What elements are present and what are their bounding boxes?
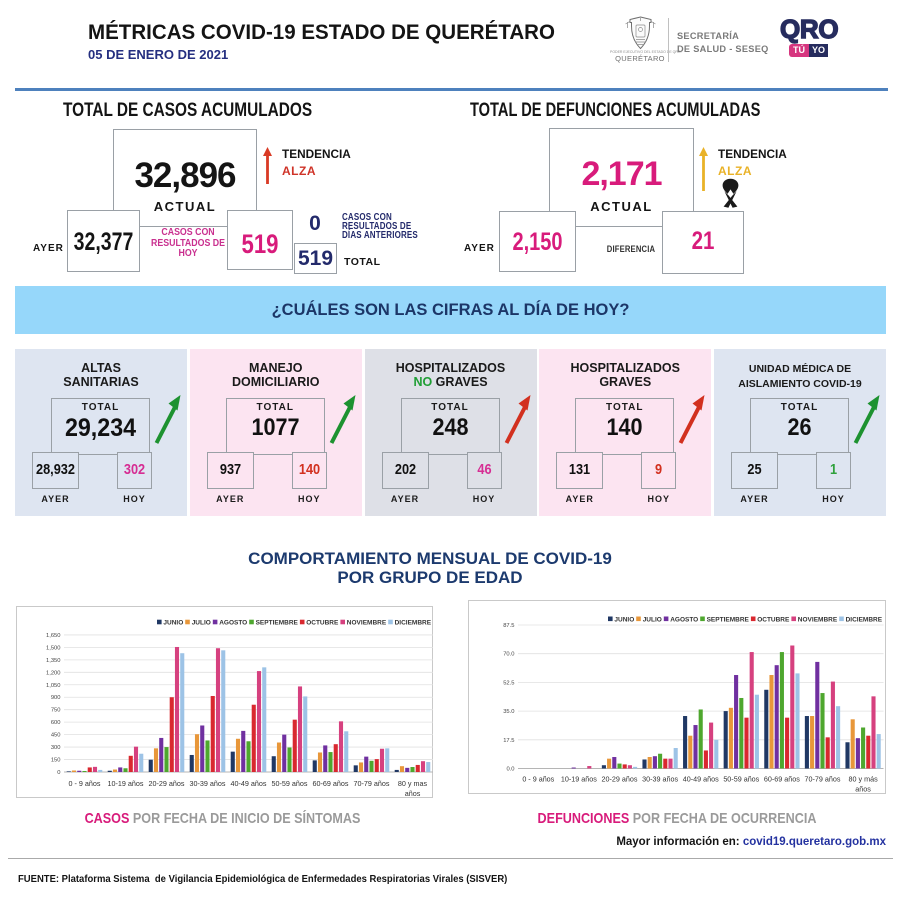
svg-text:años: años [855, 785, 871, 794]
svg-text:35.0: 35.0 [503, 709, 514, 715]
svg-text:0 - 9 años: 0 - 9 años [522, 775, 554, 784]
svg-text:SEPTIEMBRE: SEPTIEMBRE [707, 616, 750, 623]
svg-text:87.5: 87.5 [503, 623, 514, 629]
svg-text:OCTUBRE: OCTUBRE [757, 616, 790, 623]
svg-text:17.5: 17.5 [503, 738, 514, 744]
svg-text:50-59 años: 50-59 años [272, 779, 308, 788]
svg-text:1,500: 1,500 [46, 645, 61, 651]
svg-text:30-39 años: 30-39 años [190, 779, 226, 788]
svg-text:0: 0 [57, 770, 60, 776]
svg-text:NOVIEMBRE: NOVIEMBRE [347, 620, 387, 627]
svg-text:1,050: 1,050 [46, 683, 61, 689]
svg-text:10-19 años: 10-19 años [561, 775, 597, 784]
svg-text:OCTUBRE: OCTUBRE [306, 620, 339, 627]
svg-text:JUNIO: JUNIO [163, 620, 183, 627]
svg-text:40-49 años: 40-49 años [683, 775, 719, 784]
svg-text:JUNIO: JUNIO [614, 616, 634, 623]
svg-text:AGOSTO: AGOSTO [670, 616, 698, 623]
svg-text:1,650: 1,650 [46, 633, 61, 639]
svg-text:SEPTIEMBRE: SEPTIEMBRE [256, 620, 299, 627]
svg-text:900: 900 [51, 695, 61, 701]
svg-text:JULIO: JULIO [643, 616, 662, 623]
svg-text:60-69 años: 60-69 años [764, 775, 800, 784]
svg-text:JULIO: JULIO [192, 620, 211, 627]
svg-text:40-49 años: 40-49 años [231, 779, 267, 788]
svg-text:0 - 9 años: 0 - 9 años [69, 779, 101, 788]
svg-text:30-39 años: 30-39 años [642, 775, 678, 784]
svg-text:80 y más: 80 y más [849, 775, 879, 784]
svg-text:70.0: 70.0 [503, 652, 514, 658]
svg-text:años: años [405, 789, 421, 798]
svg-text:10-19 años: 10-19 años [108, 779, 144, 788]
svg-text:AGOSTO: AGOSTO [219, 620, 247, 627]
svg-text:1,350: 1,350 [46, 658, 61, 664]
svg-text:DICIEMBRE: DICIEMBRE [846, 616, 883, 623]
svg-text:600: 600 [51, 720, 61, 726]
svg-text:DICIEMBRE: DICIEMBRE [395, 620, 432, 627]
svg-text:80 y mas: 80 y mas [398, 779, 428, 788]
svg-text:150: 150 [51, 758, 61, 764]
svg-text:NOVIEMBRE: NOVIEMBRE [798, 616, 838, 623]
svg-text:70-79 años: 70-79 años [354, 779, 390, 788]
svg-text:50-59 años: 50-59 años [723, 775, 759, 784]
svg-text:20-29 años: 20-29 años [602, 775, 638, 784]
svg-text:52.5: 52.5 [503, 680, 514, 686]
svg-text:300: 300 [51, 745, 61, 751]
svg-text:450: 450 [51, 733, 61, 739]
svg-text:750: 750 [51, 708, 61, 714]
svg-text:1,200: 1,200 [46, 670, 61, 676]
svg-text:70-79 años: 70-79 años [805, 775, 841, 784]
svg-text:20-29 años: 20-29 años [149, 779, 185, 788]
svg-text:0.0: 0.0 [506, 767, 514, 773]
svg-text:60-69 años: 60-69 años [313, 779, 349, 788]
